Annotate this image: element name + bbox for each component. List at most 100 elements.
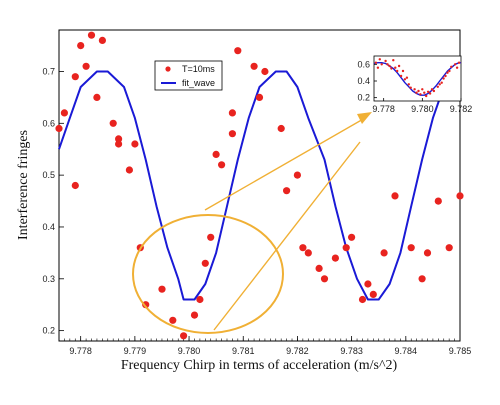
inset-data-point — [426, 90, 430, 94]
data-point — [255, 93, 264, 101]
legend-label-t10ms: T=10ms — [182, 64, 215, 74]
data-point — [55, 124, 63, 133]
inset-data-point — [384, 59, 387, 63]
inset-data-point — [397, 64, 401, 68]
data-point — [180, 332, 188, 340]
inset-data-point — [374, 61, 378, 64]
data-point — [434, 197, 442, 205]
inset-data-point — [450, 65, 453, 69]
data-point — [380, 249, 388, 257]
inset-y-tick-label: 0.6 — [357, 59, 370, 69]
x-tick-label: 9.784 — [395, 346, 418, 356]
legend-box — [154, 60, 223, 91]
data-point — [60, 109, 68, 117]
data-point — [261, 67, 269, 76]
zoom-highlight — [132, 112, 372, 334]
inset-data-point — [455, 66, 459, 69]
inset-data-point — [423, 91, 426, 94]
data-point — [71, 73, 79, 81]
inset-data-point — [399, 74, 403, 78]
inset-axes-ticks: 9.778 9.780 9.782 0.2 0.4 0.6 — [357, 59, 472, 114]
inset-data-point — [396, 69, 399, 73]
data-point — [250, 62, 258, 70]
inset-data-point — [425, 94, 428, 98]
data-point — [234, 47, 242, 55]
data-point — [348, 233, 356, 241]
inset-data-point — [446, 71, 449, 74]
inset-data-point — [386, 63, 389, 66]
data-point — [125, 166, 133, 174]
data-point — [277, 124, 285, 133]
data-point — [407, 244, 415, 252]
data-point — [196, 295, 204, 304]
data-point — [445, 244, 453, 252]
data-point — [369, 290, 377, 298]
y-tick-label: 0.3 — [42, 274, 55, 284]
data-point — [87, 31, 96, 39]
x-tick-label: 9.779 — [124, 346, 147, 356]
data-point — [218, 161, 226, 169]
legend-marker-t10ms — [165, 66, 171, 72]
x-tick-label: 9.780 — [178, 346, 201, 356]
data-point — [293, 171, 301, 179]
inset-data-point — [401, 69, 405, 73]
data-point — [115, 135, 123, 143]
inset-data-point — [417, 89, 420, 93]
inset-data-point — [428, 92, 432, 95]
data-point — [342, 244, 350, 252]
y-tick-label: 0.7 — [42, 66, 55, 76]
main-axes-ticks: 9.778 9.779 9.780 9.781 9.782 9.783 9.784 9.785… — [42, 66, 471, 356]
fit-wave-series — [58, 70, 461, 301]
inset-x-tick-label: 9.780 — [411, 104, 434, 114]
data-point — [169, 316, 177, 324]
data-point — [456, 192, 464, 200]
inset-data-point — [407, 83, 410, 86]
fit-line — [58, 70, 461, 301]
data-point — [391, 192, 399, 200]
inset-data-point — [390, 67, 393, 70]
data-point — [71, 181, 79, 190]
data-point — [299, 244, 307, 252]
inset-x-tick-label: 9.778 — [372, 104, 395, 114]
legend: T=10ms fit_wave — [154, 60, 223, 91]
data-point — [93, 93, 101, 101]
inset-data-point — [432, 89, 436, 93]
data-point — [190, 311, 199, 319]
data-point — [228, 130, 236, 138]
data-point — [418, 275, 426, 283]
data-point — [423, 249, 432, 257]
inset-data-point — [454, 63, 457, 66]
zoom-arrow-lower — [213, 141, 361, 331]
data-point — [331, 254, 339, 262]
data-point — [131, 140, 139, 148]
data-point — [207, 233, 215, 241]
inset-data-point — [388, 64, 391, 68]
inset-data-point — [394, 66, 397, 69]
data-point — [212, 150, 220, 158]
data-point — [142, 301, 150, 309]
x-tick-label: 9.782 — [286, 346, 309, 356]
inset-data-point — [436, 85, 439, 89]
data-point — [82, 62, 90, 70]
zoom-arrow-upper — [204, 117, 366, 211]
x-tick-label: 9.781 — [232, 346, 255, 356]
data-point — [158, 285, 166, 293]
inset-data-point — [419, 93, 422, 96]
data-point — [98, 36, 106, 45]
inset-data-series — [374, 58, 461, 98]
data-point — [320, 275, 329, 283]
x-tick-label: 9.778 — [69, 346, 92, 356]
inset-data-point — [457, 61, 461, 64]
data-point — [283, 187, 291, 195]
inset-data-point — [413, 88, 416, 91]
data-point — [201, 259, 209, 267]
inset-data-point — [448, 69, 451, 73]
data-point — [228, 109, 236, 117]
data-point — [77, 42, 85, 50]
inset-data-point — [380, 63, 383, 66]
x-axis-title: Frequency Chirp in terms of acceleration… — [121, 358, 398, 373]
data-point — [109, 119, 117, 127]
y-axis-title: Interference fringes — [16, 130, 31, 240]
inset-data-point — [438, 83, 441, 86]
